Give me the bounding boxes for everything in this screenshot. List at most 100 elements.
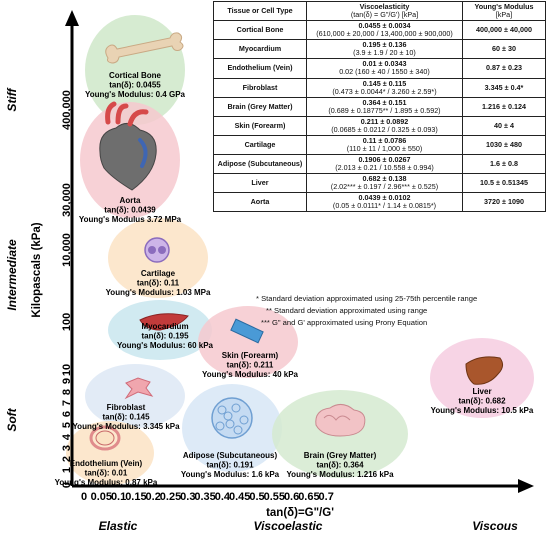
bubble-skin-forearm- [198,306,298,378]
y-tick-labels: 0 1 2 3 4 5 6 7 8 9 10 100 10,000 30,000 400,000 [61,90,73,488]
y-tick-label: 400,000 [61,90,73,130]
myocardium-icon [139,313,189,331]
tissue-cell: Aorta [213,192,307,213]
point-modulus: Young's Modulus: 0.4 GPa [85,90,186,99]
point-modulus: Young's Modulus: 1.216 kPa [286,470,394,479]
point-tan: tan(δ): 0.11 [137,279,180,288]
modulus-cell: 400,000 ± 40,000 [462,20,546,41]
table-body: Cortical Bone 0.0455 ± 0.0034 (610,000 ± 2… [213,20,546,213]
icon-layer [89,32,504,451]
y-region-stiff: Stiff [5,87,19,111]
bone-icon [105,32,184,64]
point-tan: tan(δ): 0.364 [316,461,364,470]
x-tick-label: 0.05 [91,491,112,503]
x-tick-label: 0.3 [180,491,195,503]
visc-main: 0.01 ± 0.0343 [362,59,407,69]
modulus-cell: 3.345 ± 0.4* [462,77,546,98]
tissue-cell: Myocardium [213,39,307,60]
point-name: Brain (Grey Matter) [304,451,377,460]
tissue-cell: Brain (Grey Matter) [213,96,307,117]
visc-main: 0.0439 ± 0.0102 [358,193,411,203]
footnote-1: * Standard deviation approximated using … [256,294,478,303]
visc-detail: (610,000 ± 20,000 / 13,400,000 ± 900,000… [316,29,453,39]
visc-main: 0.211 ± 0.0892 [360,116,409,126]
y-region-intermediate: Intermediate [5,239,19,311]
modulus-cell: 1.6 ± 0.8 [462,153,546,175]
viscoelasticity-cell: 0.145 ± 0.115 (0.473 ± 0.0044* / 3.260 ± … [306,77,463,98]
x-tick-label: 0.55 [264,491,285,503]
point-modulus: Young's Modulus: 0.87 kPa [55,478,158,487]
x-tick-label: 0.45 [229,491,250,503]
x-region-viscous: Viscous [472,519,518,533]
axes [65,10,534,493]
x-tick-label: 0.15 [125,491,146,503]
point-modulus: Young's Modulus: 3.345 kPa [72,422,180,431]
tissue-cell: Cartilage [213,134,307,156]
tissue-cell: Fibroblast [213,77,307,98]
visc-detail: (2.02*** ± 0.197 / 2.96*** ± 0.525) [330,182,439,192]
bubble-endothelium-vein- [66,421,154,485]
point-modulus: Young's Modulus: 40 kPa [202,370,299,379]
header-mod-title: Young's Modulus [474,2,534,11]
y-tick-label: 10 [61,364,73,376]
x-region-elastic: Elastic [99,519,138,533]
header-tissue: Tissue or Cell Type [213,0,307,22]
point-modulus: Young's Modulus: 1.6 kPa [181,470,280,479]
visc-main: 0.0455 ± 0.0034 [358,21,411,31]
liver-icon [465,356,504,385]
header-mod-sub: [kPa] [495,10,513,20]
point-tan: tan(δ): 0.682 [458,397,506,406]
table-row: Aorta 0.0439 ± 0.0102 (0.05 ± 0.0111* / 1.… [213,192,546,213]
tissue-cell: Endothelium (Vein) [213,58,307,79]
x-axis-arrow [518,479,534,493]
brain-icon [315,404,366,437]
header-visc-sub: (tan(δ) = G"/G') [kPa] [350,10,419,20]
x-tick-labels: 0 0.050.10.150.20.250.30.350.40.450.50.55… [81,491,334,503]
bubble-fibroblast [85,364,185,428]
vein-icon [89,425,121,451]
point-name: Myocardium [141,322,188,331]
point-tan: tan(δ): 0.0455 [109,81,161,90]
properties-table: Tissue or Cell Type Viscoelasticity (tan… [213,0,546,213]
modulus-cell: 1030 ± 480 [462,134,546,156]
y-tick-label: 2 [61,456,73,462]
point-name: Cortical Bone [109,71,162,80]
visc-detail: (110 ± 11 / 1,000 ± 550) [346,143,423,153]
y-tick-label: 30,000 [61,183,73,217]
table-row: Fibroblast 0.145 ± 0.115 (0.473 ± 0.0044* … [213,77,546,98]
point-name: Liver [472,387,491,396]
y-tick-label: 0 [61,482,73,488]
visc-main: 0.11 ± 0.0786 [362,135,407,145]
x-tick-label: 0.1 [111,491,126,503]
point-modulus: Young's Modulus: 60 kPa [117,341,214,350]
viscoelasticity-cell: 0.0439 ± 0.0102 (0.05 ± 0.0111* / 1.14 ± … [306,192,463,213]
visc-detail: (2.013 ± 0.21 / 10.558 ± 0.994) [335,163,434,173]
x-tick-label: 0.6 [284,491,299,503]
y-tick-label: 9 [61,378,73,384]
x-region-viscoelastic: Viscoelastic [254,519,323,533]
point-tan: tan(δ): 0.211 [227,361,274,370]
point-tan: tan(δ): 0.01 [85,469,128,478]
footnote-3: *** G" and G' approximated using Prony E… [261,318,428,327]
point-tan: tan(δ): 0.195 [141,332,189,341]
y-tick-label: 5 [61,422,73,428]
table-row: Brain (Grey Matter) 0.364 ± 0.151 (0.689 ±… [213,96,546,117]
skin-icon [230,318,264,344]
cartilage-cell-icon [144,237,170,263]
x-axis-title: tan(δ)=G"/G' [266,507,334,519]
tissue-cell: Liver [213,173,307,194]
x-tick-label: 0.65 [298,491,319,503]
point-name: Adipose (Subcutaneous) [183,451,278,460]
visc-main: 0.682 ± 0.138 [362,174,407,184]
viscoelasticity-cell: 0.195 ± 0.136 (3.9 ± 1.9 / 20 ± 10) [306,39,463,60]
point-tan: tan(δ): 0.145 [102,413,150,422]
y-region-soft: Soft [5,407,19,431]
table-row: Adipose (Subcutaneous) 0.1906 ± 0.0267 (2.… [213,153,546,175]
y-axis-title: Kilopascals (kPa) [31,222,43,317]
x-tick-label: 0.7 [319,491,334,503]
x-tick-label: 0 [81,491,87,503]
visc-detail: 0.02 (160 ± 40 / 1550 ± 340) [339,67,430,77]
x-tick-label: 0.25 [160,491,181,503]
